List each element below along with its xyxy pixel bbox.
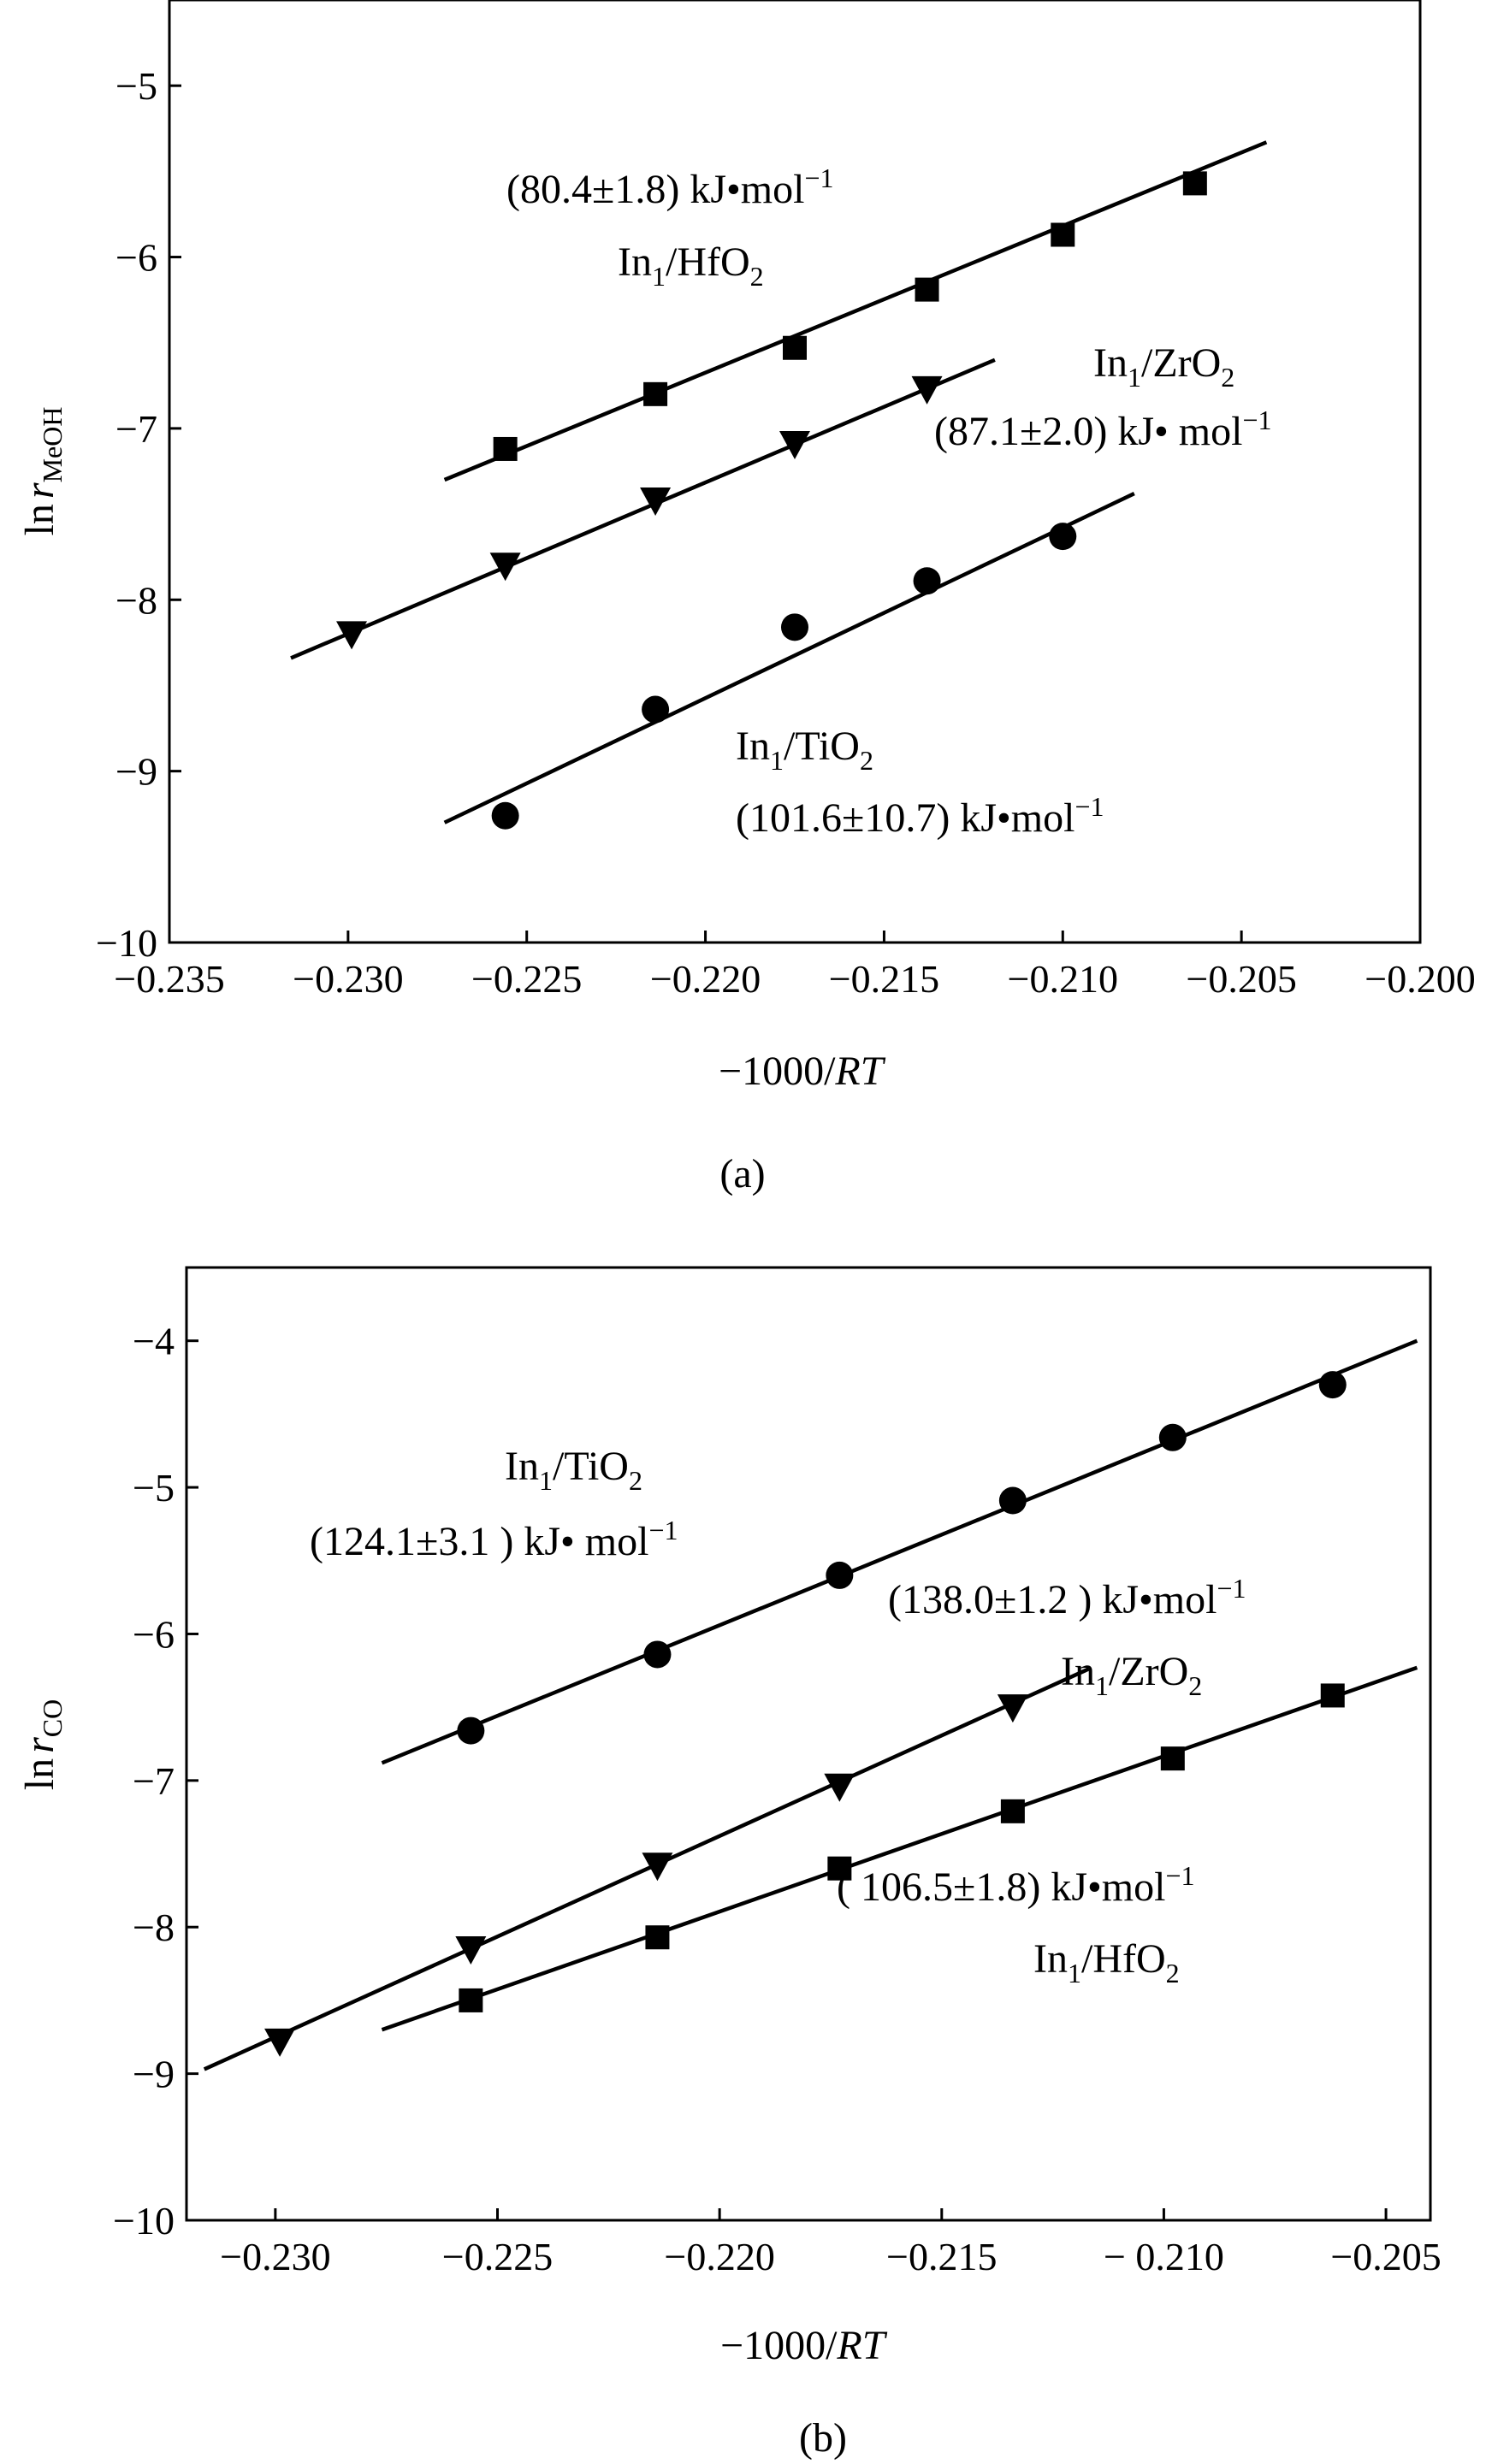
y-tick-label: −8 xyxy=(115,578,157,622)
data-point-in1-zro2 xyxy=(489,552,521,582)
x-tick-label: −0.205 xyxy=(1186,957,1296,1001)
panel-caption-a: (a) xyxy=(719,1151,765,1197)
data-point-in1-hfo2 xyxy=(459,1988,483,2012)
annotation-tio2-energy-b: (124.1±3.1 ) kJ• mol−1 xyxy=(310,1515,678,1564)
y-tick-label: −5 xyxy=(133,1466,175,1510)
annotation-hfo2-energy-b: ( 106.5±1.8) kJ•mol−1 xyxy=(837,1860,1195,1910)
data-point-in1-tio2 xyxy=(1318,1371,1347,1399)
data-point-in1-hfo2 xyxy=(1182,171,1207,196)
y-tick-label: −6 xyxy=(115,236,157,280)
annotation-tio2-name-a: In1/TiO2 xyxy=(736,724,873,776)
annotation-hfo2-name-b: In1/HfO2 xyxy=(1033,1936,1180,1988)
x-tick-label: −0.235 xyxy=(114,957,224,1001)
y-tick-label: −9 xyxy=(133,2053,175,2096)
plot-frame-b xyxy=(185,1266,1432,2222)
data-point-in1-tio2 xyxy=(781,613,808,641)
y-tick-label: −5 xyxy=(115,64,157,108)
panel-a: −0.235 −0.230 −0.225 −0.220 −0.215 −0.210 −0.2… xyxy=(17,0,1476,1197)
y-tick-label: −9 xyxy=(115,750,157,794)
data-point-in1-hfo2 xyxy=(783,335,807,360)
data-point-in1-tio2 xyxy=(1158,1423,1187,1451)
fit-lines-a xyxy=(290,140,1268,824)
data-point-in1-zro2 xyxy=(642,1852,673,1882)
data-point-in1-tio2 xyxy=(913,567,941,595)
y-tick-label: −4 xyxy=(133,1320,175,1363)
data-point-in1-zro2 xyxy=(640,487,672,517)
data-point-in1-tio2 xyxy=(457,1717,485,1745)
x-tick-label: −0.230 xyxy=(293,957,403,1001)
y-tick-label: −8 xyxy=(133,1906,175,1949)
x-tick-label: −0.220 xyxy=(650,957,761,1001)
data-points-a xyxy=(336,171,1207,830)
data-point-in1-tio2 xyxy=(643,1640,672,1669)
annotation-zro2-name-a: In1/ZrO2 xyxy=(1093,340,1234,393)
x-tick-label: −0.230 xyxy=(220,2235,330,2278)
annotation-hfo2-name-a: In1/HfO2 xyxy=(618,239,764,292)
x-ticks-b: −0.230 −0.225 −0.220 −0.215 − 0.210 −0.205 xyxy=(220,2208,1442,2278)
annotation-zro2-name-b: In1/ZrO2 xyxy=(1061,1649,1202,1701)
data-point-in1-tio2 xyxy=(998,1486,1027,1515)
data-point-in1-hfo2 xyxy=(1320,1683,1345,1708)
y-tick-label: −10 xyxy=(96,921,157,965)
x-tick-label: −0.200 xyxy=(1365,957,1475,1001)
y-axis-label-a: lnrMeOH xyxy=(17,407,68,536)
y-tick-label: −10 xyxy=(113,2199,175,2242)
y-tick-label: −6 xyxy=(133,1612,175,1656)
data-points-b xyxy=(264,1371,1347,2057)
data-point-in1-tio2 xyxy=(642,695,670,724)
data-point-in1-hfo2 xyxy=(493,436,518,461)
fit-line-in1-zro2 xyxy=(290,357,996,660)
x-tick-label: −0.220 xyxy=(664,2235,774,2278)
annotation-zro2-energy-a: (87.1±2.0) kJ• mol−1 xyxy=(934,405,1272,454)
data-point-in1-zro2 xyxy=(824,1773,855,1802)
x-tick-label: −0.225 xyxy=(471,957,582,1001)
x-axis-label-b: −1000/RT xyxy=(720,2323,888,2368)
data-point-in1-zro2 xyxy=(997,1694,1028,1723)
data-point-in1-hfo2 xyxy=(915,277,939,302)
panel-b: −0.230 −0.225 −0.220 −0.215 − 0.210 −0.205 −1… xyxy=(17,1266,1442,2461)
annotation-tio2-energy-a: (101.6±10.7) kJ•mol−1 xyxy=(736,791,1104,841)
data-point-in1-tio2 xyxy=(491,801,519,830)
annotation-tio2-name-b: In1/TiO2 xyxy=(505,1444,642,1496)
data-point-in1-hfo2 xyxy=(1160,1746,1185,1771)
x-ticks-a: −0.235 −0.230 −0.225 −0.220 −0.215 −0.210 −0.2… xyxy=(114,931,1476,1001)
x-tick-label: −0.205 xyxy=(1330,2235,1441,2278)
fit-lines-b xyxy=(203,1338,1418,2071)
data-point-in1-tio2 xyxy=(826,1561,854,1589)
y-ticks-a: −10 −9 −8 −7 −6 −5 xyxy=(96,64,181,965)
data-point-in1-tio2 xyxy=(1049,523,1077,551)
data-point-in1-zro2 xyxy=(779,430,810,459)
fit-line-in1-tio2 xyxy=(443,492,1135,824)
fit-line-in1-zro2 xyxy=(203,1667,1090,2071)
x-tick-label: −0.215 xyxy=(886,2235,997,2278)
data-point-in1-hfo2 xyxy=(1051,222,1075,247)
data-point-in1-hfo2 xyxy=(643,381,668,406)
data-point-in1-hfo2 xyxy=(1000,1799,1025,1823)
panel-caption-b: (b) xyxy=(799,2415,847,2461)
x-tick-label: −0.225 xyxy=(442,2235,553,2278)
data-point-in1-hfo2 xyxy=(645,1925,670,1950)
data-point-in1-zro2 xyxy=(911,375,943,405)
annotation-zro2-energy-b: (138.0±1.2 ) kJ•mol−1 xyxy=(888,1573,1246,1622)
y-ticks-b: −10 −9 −8 −7 −6 −5 −4 xyxy=(113,1320,198,2242)
x-axis-label-a: −1000/RT xyxy=(719,1049,886,1094)
x-tick-label: −0.215 xyxy=(829,957,939,1001)
data-point-in1-zro2 xyxy=(455,1935,487,1965)
data-point-in1-zro2 xyxy=(336,621,368,650)
fit-line-in1-hfo2 xyxy=(443,140,1268,482)
y-axis-label-b: lnrCO xyxy=(17,1699,68,1790)
x-tick-label: − 0.210 xyxy=(1104,2235,1224,2278)
fit-line-in1-tio2 xyxy=(381,1338,1418,1765)
fit-line-in1-hfo2 xyxy=(381,1665,1418,2032)
data-point-in1-zro2 xyxy=(264,2028,296,2057)
x-tick-label: −0.210 xyxy=(1008,957,1118,1001)
data-point-in1-hfo2 xyxy=(827,1856,852,1881)
y-tick-label: −7 xyxy=(115,407,157,451)
y-tick-label: −7 xyxy=(133,1759,175,1803)
annotation-hfo2-energy-a: (80.4±1.8) kJ•mol−1 xyxy=(506,162,834,212)
plot-frame-a xyxy=(168,0,1422,944)
